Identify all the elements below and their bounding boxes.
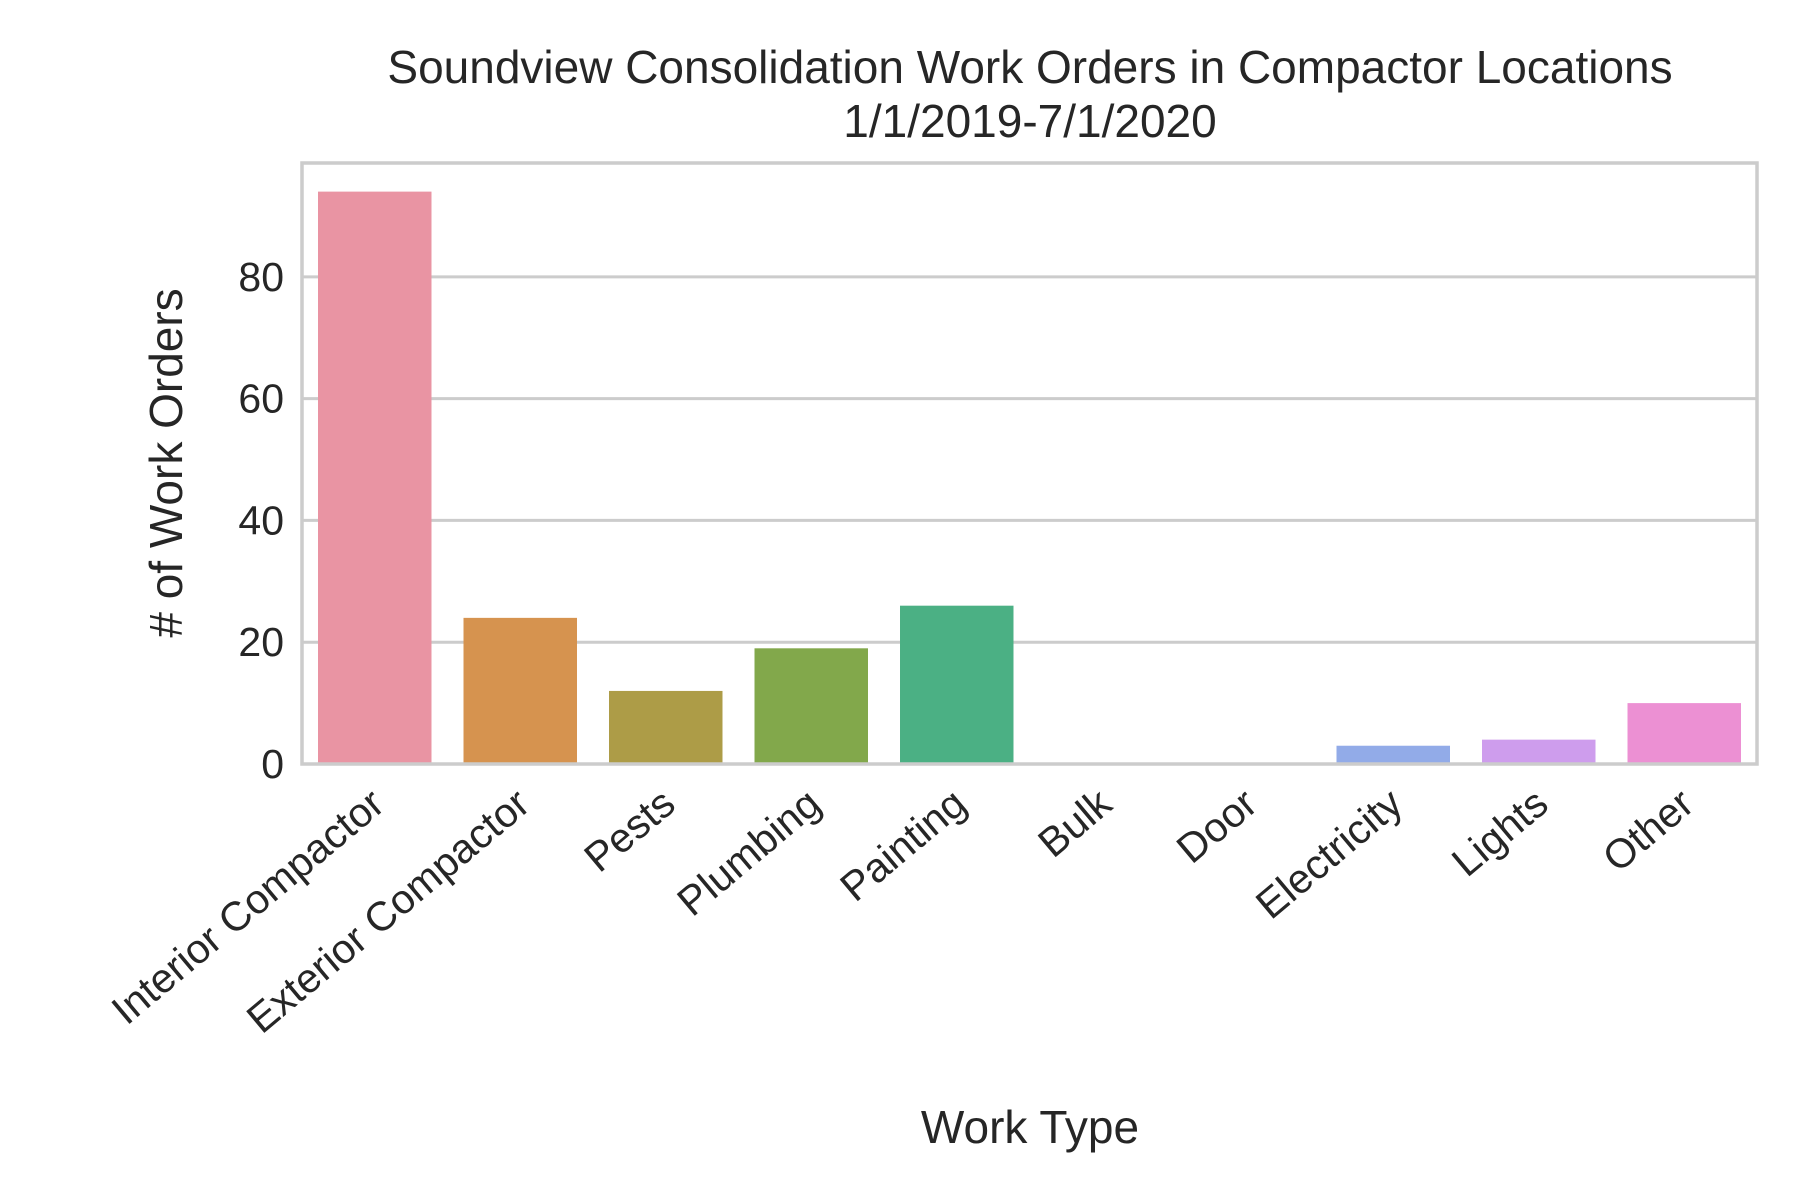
bar-interior-compactor <box>318 191 432 765</box>
bar-painting <box>900 605 1014 764</box>
chart-title-line-2: 1/1/2019-7/1/2020 <box>843 95 1216 147</box>
x-tick-label: Interior Compactor <box>103 780 393 1033</box>
x-tick-label: Other <box>1594 780 1702 881</box>
bar-electricity <box>1336 745 1450 764</box>
bars <box>318 191 1741 765</box>
bar-lights <box>1482 739 1596 764</box>
y-axis-ticks: 0 20 40 60 80 <box>238 254 284 787</box>
y-tick-label: 20 <box>238 619 284 665</box>
x-axis-label: Work Type <box>921 1101 1139 1153</box>
x-tick-label: Painting <box>831 780 974 910</box>
y-tick-label: 60 <box>238 376 284 422</box>
x-tick-label: Door <box>1168 780 1266 872</box>
x-tick-label: Exterior Compactor <box>238 780 538 1042</box>
bar-exterior-compactor <box>463 617 577 764</box>
y-tick-label: 40 <box>238 497 284 543</box>
x-tick-label: Lights <box>1443 780 1556 886</box>
y-axis-label: # of Work Orders <box>140 288 192 637</box>
x-tick-label: Bulk <box>1029 779 1120 866</box>
chart-title-line-1: Soundview Consolidation Work Orders in C… <box>387 41 1672 93</box>
plot-frame <box>300 161 1759 766</box>
bar-other <box>1627 703 1741 764</box>
bar-plumbing <box>754 648 868 764</box>
x-tick-label: Pests <box>575 780 683 881</box>
y-tick-label: 80 <box>238 254 284 300</box>
x-tick-label: Plumbing <box>669 780 830 925</box>
x-tick-label: Electricity <box>1247 779 1411 927</box>
y-tick-label: 0 <box>261 741 284 787</box>
chart-title: Soundview Consolidation Work Orders in C… <box>387 41 1672 147</box>
bar-pests <box>609 690 723 764</box>
